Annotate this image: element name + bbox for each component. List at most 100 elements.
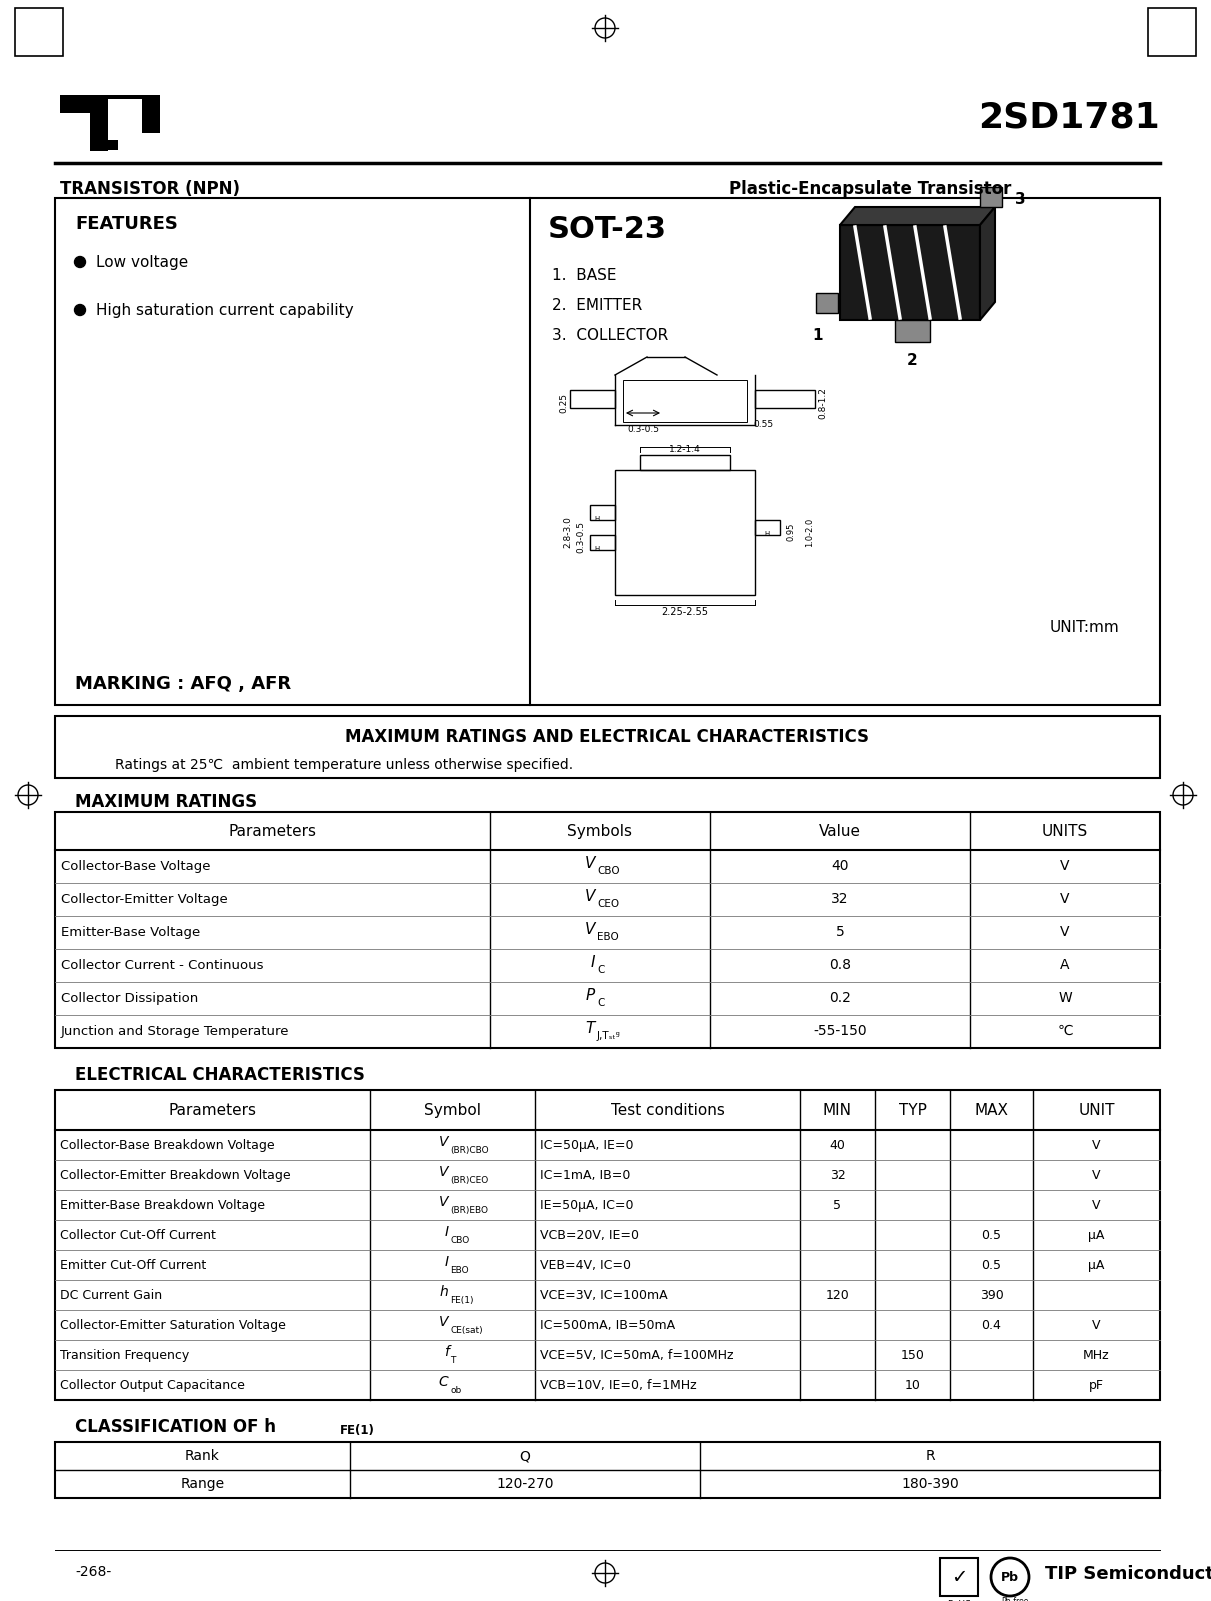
Bar [590, 535, 615, 551]
Text: Collector Cut-Off Current: Collector Cut-Off Current [61, 1228, 216, 1241]
Text: C: C [597, 965, 604, 975]
Text: I: I [444, 1255, 448, 1270]
Text: 0.5: 0.5 [981, 1258, 1001, 1271]
Text: IC=1mA, IB=0: IC=1mA, IB=0 [540, 1169, 631, 1182]
Text: MARKING : AFQ , AFR: MARKING : AFQ , AFR [75, 676, 291, 693]
Text: 2.25-2.55: 2.25-2.55 [661, 607, 708, 616]
Text: ob: ob [450, 1385, 461, 1394]
Text: ELECTRICAL CHARACTERISTICS: ELECTRICAL CHARACTERISTICS [75, 1066, 365, 1084]
Text: Transition Frequency: Transition Frequency [61, 1348, 189, 1361]
Text: IC=50μA, IE=0: IC=50μA, IE=0 [540, 1138, 633, 1151]
Text: V: V [585, 855, 595, 871]
Bar [1148, 8, 1196, 56]
Text: 5: 5 [836, 925, 844, 940]
Text: CEO: CEO [597, 900, 619, 909]
Text: Emitter-Base Voltage: Emitter-Base Voltage [61, 925, 200, 938]
Text: EBO: EBO [597, 932, 619, 941]
Bar [754, 520, 780, 535]
Text: V: V [440, 1194, 448, 1209]
Text: 5: 5 [833, 1199, 842, 1212]
Text: UNIT:mm: UNIT:mm [1050, 620, 1120, 636]
Text: Collector-Emitter Saturation Voltage: Collector-Emitter Saturation Voltage [61, 1319, 286, 1332]
Text: pF: pF [1089, 1378, 1104, 1391]
Text: V: V [440, 1166, 448, 1178]
Text: Symbols: Symbols [568, 823, 632, 839]
Text: -55-150: -55-150 [814, 1025, 867, 1037]
Text: Parameters: Parameters [168, 1103, 257, 1117]
Text: Value: Value [819, 823, 861, 839]
Text: 0.3-0.5: 0.3-0.5 [576, 520, 585, 552]
Text: I: I [591, 954, 595, 970]
Text: FEATURES: FEATURES [75, 215, 178, 234]
Bar [108, 99, 142, 118]
Text: UNITS: UNITS [1041, 823, 1089, 839]
Text: TYP: TYP [899, 1103, 926, 1117]
Text: MAXIMUM RATINGS: MAXIMUM RATINGS [75, 792, 257, 812]
Text: Collector Current - Continuous: Collector Current - Continuous [61, 959, 264, 972]
Text: UNIT: UNIT [1078, 1103, 1115, 1117]
Text: 0.4: 0.4 [982, 1319, 1001, 1332]
Text: 120-270: 120-270 [497, 1478, 553, 1491]
Text: 0.8: 0.8 [830, 957, 851, 972]
Text: V: V [585, 889, 595, 903]
Text: 150: 150 [901, 1348, 924, 1361]
Bar [108, 139, 117, 150]
Text: 1: 1 [813, 328, 823, 343]
Polygon shape [840, 207, 995, 226]
Text: 1.0-2.0: 1.0-2.0 [805, 517, 814, 546]
Bar [615, 471, 754, 596]
Text: 0.3-0.5: 0.3-0.5 [627, 424, 659, 434]
Text: 0.25: 0.25 [559, 392, 568, 413]
Text: Collector-Base Breakdown Voltage: Collector-Base Breakdown Voltage [61, 1138, 275, 1151]
Text: 180-390: 180-390 [901, 1478, 959, 1491]
Text: 1.2-1.4: 1.2-1.4 [670, 445, 701, 455]
Text: V: V [1061, 892, 1069, 906]
Bar [108, 102, 142, 114]
Text: W: W [1058, 991, 1072, 1005]
Text: VCB=20V, IE=0: VCB=20V, IE=0 [540, 1228, 639, 1241]
Text: Rank: Rank [185, 1449, 220, 1463]
Text: 40: 40 [830, 1138, 845, 1151]
Text: μA: μA [1089, 1258, 1104, 1271]
Text: TRANSISTOR (NPN): TRANSISTOR (NPN) [61, 179, 240, 199]
Text: (BR)CEO: (BR)CEO [450, 1175, 489, 1185]
Text: H: H [764, 532, 770, 536]
Text: Low voltage: Low voltage [96, 255, 188, 271]
Text: 120: 120 [826, 1289, 849, 1302]
Text: 3.  COLLECTOR: 3. COLLECTOR [552, 328, 668, 343]
Bar [590, 504, 615, 520]
Text: T: T [586, 1020, 595, 1036]
Text: Test conditions: Test conditions [610, 1103, 724, 1117]
Text: μA: μA [1089, 1228, 1104, 1241]
Text: P: P [586, 988, 595, 1002]
Circle shape [75, 256, 86, 267]
Bar [54, 1443, 1160, 1499]
Text: FE(1): FE(1) [340, 1423, 375, 1438]
Bar [15, 8, 63, 56]
Text: MHz: MHz [1083, 1348, 1109, 1361]
Bar [754, 391, 815, 408]
Bar [622, 379, 747, 423]
Text: C: C [438, 1375, 448, 1390]
Text: Symbol: Symbol [424, 1103, 481, 1117]
Text: A: A [1061, 957, 1069, 972]
Text: 1.  BASE: 1. BASE [552, 267, 616, 283]
Text: DC Current Gain: DC Current Gain [61, 1289, 162, 1302]
Text: TIP Semiconductor: TIP Semiconductor [1045, 1566, 1211, 1583]
Text: C: C [597, 997, 604, 1009]
Text: h: h [440, 1286, 448, 1298]
Circle shape [75, 304, 86, 315]
Text: FE(1): FE(1) [450, 1295, 474, 1305]
Text: Range: Range [180, 1478, 224, 1491]
Bar [54, 199, 1160, 704]
Text: 2.  EMITTER: 2. EMITTER [552, 298, 642, 314]
Text: Collector Dissipation: Collector Dissipation [61, 991, 199, 1004]
Text: VEB=4V, IC=0: VEB=4V, IC=0 [540, 1258, 631, 1271]
Text: ✓: ✓ [951, 1567, 968, 1587]
Text: V: V [440, 1135, 448, 1150]
Text: Junction and Storage Temperature: Junction and Storage Temperature [61, 1025, 289, 1037]
Bar [61, 94, 160, 114]
Text: 0.95: 0.95 [787, 524, 796, 541]
Text: EBO: EBO [450, 1265, 469, 1274]
Text: (BR)CBO: (BR)CBO [450, 1145, 489, 1154]
